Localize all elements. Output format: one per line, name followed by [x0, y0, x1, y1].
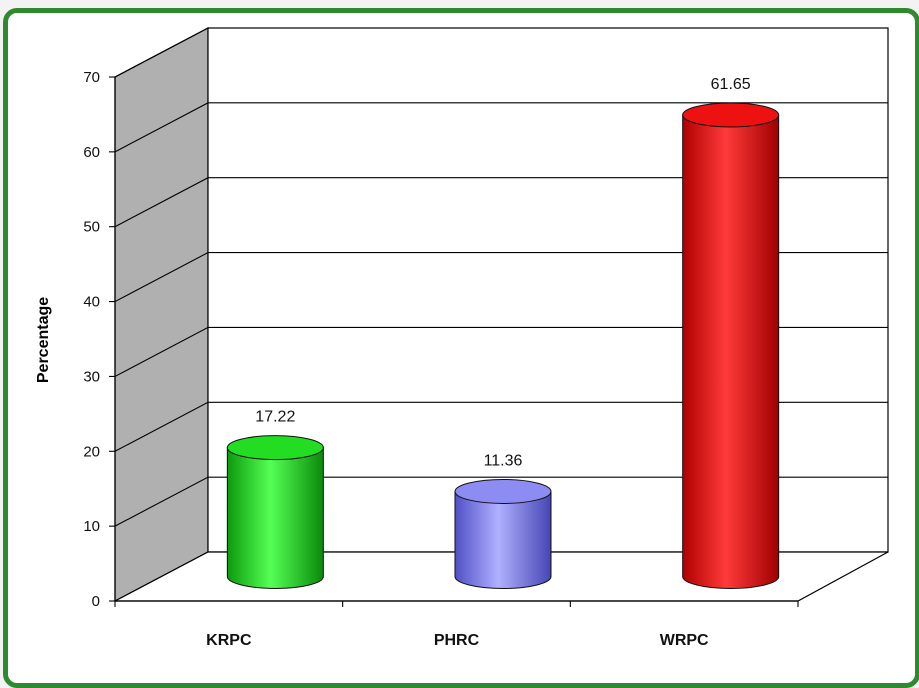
gridline	[114, 102, 888, 153]
x-tick-label: KRPC	[206, 632, 252, 649]
bar	[454, 478, 552, 589]
gridline	[114, 326, 888, 377]
y-tick-label: 60	[83, 144, 100, 161]
y-axis-title: Percentage	[35, 297, 52, 383]
data-label: 11.36	[484, 452, 523, 469]
data-label: 17.22	[255, 409, 295, 426]
bar-top	[454, 478, 552, 504]
data-label: 61.65	[711, 76, 751, 93]
gridline	[114, 27, 888, 78]
y-axis: 0 10 20 30 40 50 60 70	[83, 69, 116, 610]
y-tick-label: 40	[83, 294, 100, 311]
y-tick-label: 0	[92, 593, 100, 610]
gridline	[114, 177, 888, 228]
bar	[226, 435, 324, 589]
x-tick-label: WRPC	[660, 632, 709, 649]
bar-top	[682, 102, 780, 128]
gridline	[114, 476, 888, 527]
gridline	[114, 252, 888, 303]
y-tick-label: 10	[83, 518, 100, 535]
gridlines	[114, 27, 888, 527]
bar-body	[226, 447, 324, 589]
x-tick-label: PHRC	[434, 632, 480, 649]
side-wall	[114, 27, 209, 602]
value-labels: 17.22 11.36 61.65	[255, 76, 750, 469]
y-tick-label: 50	[83, 219, 100, 236]
bar-body	[454, 490, 552, 589]
x-axis: KRPC PHRC WRPC	[114, 600, 799, 649]
bar-top	[226, 435, 324, 461]
y-tick-label: 30	[83, 368, 100, 385]
bar	[682, 102, 780, 589]
y-tick-label: 20	[83, 443, 100, 460]
bar-body	[682, 114, 780, 589]
bars	[226, 102, 780, 589]
gridline	[114, 401, 888, 452]
y-tick-label: 70	[83, 69, 100, 86]
